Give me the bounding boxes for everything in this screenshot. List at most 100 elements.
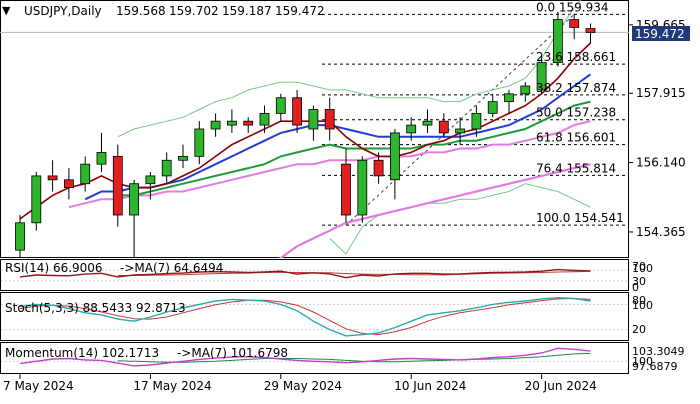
panel-frames bbox=[0, 0, 629, 374]
moving-averages bbox=[19, 0, 592, 258]
indicator-scales: 70 100 30 0 80 100 20 103.3049 100 97.68… bbox=[632, 260, 685, 373]
bull-candle bbox=[15, 222, 25, 251]
momentum-panel-frame bbox=[0, 342, 629, 374]
stoch-panel-frame bbox=[0, 292, 629, 341]
bear-candle bbox=[64, 179, 74, 189]
rsi-layer-main-line bbox=[19, 268, 591, 279]
current-price-marker: 159.472 bbox=[632, 26, 690, 41]
price-plot-area bbox=[0, 0, 629, 258]
fibonacci-levels bbox=[0, 13, 629, 226]
rsi-panel bbox=[1, 268, 628, 282]
current-price-box bbox=[632, 26, 690, 41]
stochastic-panel bbox=[1, 296, 628, 337]
time-tick-label: 10 Jun 2024 bbox=[394, 379, 466, 393]
bull-candle bbox=[145, 175, 156, 185]
rsi-layer-signal-line bbox=[117, 270, 591, 276]
bull-candle bbox=[308, 109, 319, 130]
momentum-scale-top: 103.3049 bbox=[632, 345, 685, 358]
price-tick-label: 156.140 bbox=[636, 156, 686, 170]
bull-candle bbox=[455, 128, 466, 134]
fib-level-label: 61.8 156.601 bbox=[536, 131, 616, 145]
rsi-scale-30: 30 bbox=[632, 275, 646, 288]
chart-header: ▼ USDJPY,Daily 159.568 159.702 159.187 1… bbox=[2, 4, 325, 18]
fib-level-label: 23.6 158.661 bbox=[536, 50, 616, 64]
momentum-scale-bottom: 97.6879 bbox=[632, 360, 678, 373]
bear-candle bbox=[324, 109, 335, 130]
ma-blue-line bbox=[84, 73, 592, 201]
stoch-scale-100: 100 bbox=[632, 299, 653, 312]
candlesticks bbox=[15, 11, 596, 258]
momentum-panel bbox=[1, 347, 628, 367]
bear-candle bbox=[373, 159, 384, 177]
ohlc-close: 159.472 bbox=[275, 4, 325, 18]
bear-candle bbox=[243, 120, 254, 126]
stoch-scale-80: 80 bbox=[632, 294, 646, 307]
ma-long-line bbox=[278, 163, 591, 258]
time-axis: 7 May 2024 17 May 2024 29 May 2024 10 Jun 2… bbox=[3, 374, 597, 393]
bear-candle bbox=[292, 97, 303, 126]
indicator-labels: RSI(14) 66.9006 ->MA(7) 64.6494 Stoch(5,… bbox=[5, 261, 288, 360]
symbol-title: USDJPY,Daily bbox=[24, 4, 102, 18]
bull-candle bbox=[259, 112, 270, 126]
momentum-label: Momentum(14) 102.1713 bbox=[5, 346, 159, 360]
rsi-scale-70: 70 bbox=[632, 260, 646, 273]
fib-level-label: 0.0 159.934 bbox=[536, 0, 609, 14]
mom-layer-signal-line bbox=[117, 352, 591, 363]
bull-candle bbox=[31, 175, 42, 224]
bull-candle bbox=[487, 101, 498, 114]
bear-candle bbox=[341, 163, 351, 216]
triangle-down-icon[interactable]: ▼ bbox=[2, 4, 11, 17]
bull-candle bbox=[161, 159, 172, 177]
bull-candle bbox=[194, 128, 205, 157]
time-tick-label: 29 May 2024 bbox=[264, 379, 342, 393]
ma-pink-line bbox=[68, 120, 591, 209]
bull-candle bbox=[210, 120, 221, 130]
bear-candle bbox=[47, 175, 58, 181]
bear-candle bbox=[585, 28, 596, 33]
bull-candle bbox=[536, 62, 547, 91]
bull-candle bbox=[129, 183, 140, 216]
fibonacci-labels: 0.0 159.934 23.6 158.661 38.2 157.874 50.0 … bbox=[536, 0, 624, 225]
bull-candle bbox=[422, 120, 433, 126]
bull-candle bbox=[553, 19, 563, 63]
bear-candle bbox=[112, 155, 123, 216]
fib-level-label: 100.0 154.541 bbox=[536, 211, 624, 225]
bull-candle bbox=[520, 85, 531, 95]
momentum-signal-label: ->MA(7) 101.6798 bbox=[177, 346, 288, 360]
rsi-scale-100: 100 bbox=[632, 262, 653, 275]
time-tick-label: 20 Jun 2024 bbox=[525, 379, 597, 393]
momentum-scale-mid: 100 bbox=[632, 355, 653, 368]
mom-layer-main-line bbox=[19, 347, 591, 367]
current-price-label: 159.472 bbox=[635, 27, 685, 41]
rsi-panel-frame bbox=[0, 259, 629, 291]
bull-candle bbox=[96, 152, 107, 165]
bollinger-upper-line bbox=[117, 0, 582, 138]
bollinger-lower-line bbox=[329, 183, 591, 255]
price-tick-label: 154.365 bbox=[636, 225, 686, 239]
bull-candle bbox=[357, 159, 368, 216]
bull-candle bbox=[471, 112, 482, 130]
time-tick-label: 7 May 2024 bbox=[3, 379, 74, 393]
fib-level-label: 50.0 157.238 bbox=[536, 106, 616, 120]
bull-candle bbox=[504, 93, 514, 103]
bull-candle bbox=[406, 124, 417, 134]
main-panel-frame bbox=[0, 0, 629, 258]
stoch-scale-20: 20 bbox=[632, 323, 646, 336]
ohlc-high: 159.702 bbox=[169, 4, 219, 18]
bull-candle bbox=[80, 163, 91, 185]
bull-candle bbox=[226, 120, 237, 126]
fib-level-label: 38.2 157.874 bbox=[536, 81, 616, 95]
time-tick-label: 17 May 2024 bbox=[133, 379, 211, 393]
rsi-signal-label: ->MA(7) 64.6494 bbox=[120, 261, 223, 275]
bull-candle bbox=[275, 97, 286, 114]
fib-trendline bbox=[345, 13, 575, 226]
stoch-layer-signal-line bbox=[19, 297, 591, 336]
bear-candle bbox=[569, 19, 580, 28]
bear-candle bbox=[438, 120, 449, 134]
bull-candle bbox=[178, 155, 188, 161]
stoch-layer-main-line bbox=[19, 296, 591, 337]
fib-level-label: 76.4 155.814 bbox=[536, 161, 616, 175]
